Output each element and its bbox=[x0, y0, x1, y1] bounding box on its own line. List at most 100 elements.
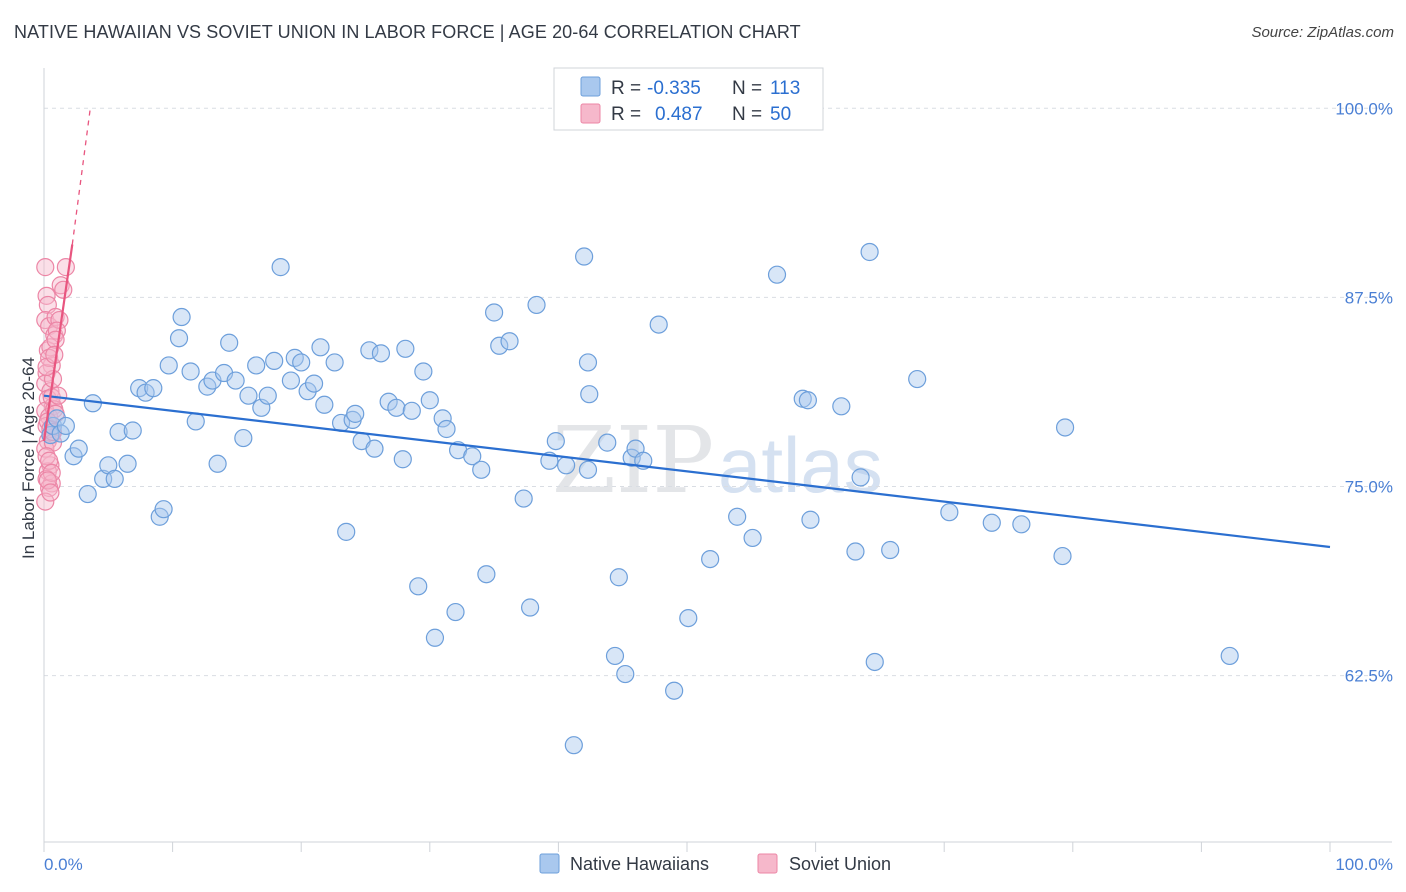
data-point bbox=[234, 428, 253, 448]
data-point bbox=[409, 577, 428, 596]
data-point bbox=[425, 628, 445, 647]
stats-n-value-blue: 113 bbox=[770, 78, 800, 99]
y-tick-label: 75.0% bbox=[1345, 477, 1393, 496]
data-point bbox=[485, 303, 504, 322]
data-point bbox=[208, 454, 227, 473]
data-point bbox=[46, 330, 65, 349]
data-point bbox=[45, 345, 64, 364]
data-point bbox=[1053, 546, 1072, 566]
data-point bbox=[728, 507, 747, 526]
data-point bbox=[622, 448, 641, 467]
y-tick-labels: 62.5% 75.0% 87.5% 100.0% bbox=[1335, 99, 1393, 685]
x-tick-label: 0.0% bbox=[44, 855, 83, 874]
data-point bbox=[304, 374, 324, 393]
data-point bbox=[396, 339, 415, 358]
data-point bbox=[144, 379, 163, 398]
data-point bbox=[346, 404, 365, 423]
data-point bbox=[580, 385, 599, 404]
stats-n-label: N = bbox=[732, 78, 762, 99]
data-point bbox=[767, 265, 787, 284]
data-point bbox=[463, 447, 482, 466]
x-tick-label: 100.0% bbox=[1335, 855, 1393, 874]
data-point bbox=[365, 439, 384, 458]
data-point bbox=[83, 394, 102, 413]
stats-n-value-pink: 50 bbox=[770, 104, 791, 125]
data-point bbox=[521, 598, 540, 617]
data-point bbox=[118, 454, 137, 473]
data-point bbox=[78, 484, 97, 504]
data-point bbox=[743, 528, 762, 548]
data-point bbox=[360, 341, 379, 360]
data-point bbox=[616, 664, 635, 684]
data-point bbox=[801, 510, 820, 529]
data-point bbox=[220, 333, 239, 352]
source-credit: Source: ZipAtlas.com bbox=[1251, 24, 1394, 41]
y-axis-label: In Labor Force | Age 20-64 bbox=[19, 357, 38, 559]
data-point bbox=[546, 431, 565, 451]
data-point bbox=[578, 460, 598, 479]
data-point bbox=[490, 336, 509, 355]
data-point bbox=[1012, 515, 1031, 534]
data-point bbox=[239, 386, 258, 405]
data-point bbox=[371, 344, 391, 363]
data-point bbox=[605, 646, 625, 666]
series-soviet-union-points bbox=[36, 258, 75, 511]
trend-line-soviet-union-extension bbox=[71, 108, 91, 245]
trend-line-soviet-union bbox=[42, 244, 74, 442]
data-point bbox=[832, 397, 851, 416]
y-tick-label: 62.5% bbox=[1345, 667, 1393, 686]
trend-lines bbox=[42, 108, 1331, 549]
data-point bbox=[798, 391, 817, 410]
x-tick-labels: 0.0% 100.0% bbox=[44, 855, 1393, 874]
data-point bbox=[105, 469, 124, 489]
stats-n-label: N = bbox=[732, 104, 762, 125]
stats-swatch-pink bbox=[580, 103, 601, 124]
data-point bbox=[56, 416, 75, 436]
data-point bbox=[1220, 646, 1239, 666]
data-point bbox=[298, 382, 317, 401]
data-point bbox=[271, 258, 290, 277]
data-point bbox=[940, 503, 959, 522]
data-point bbox=[433, 409, 452, 428]
data-point bbox=[186, 412, 205, 431]
chart-title: NATIVE HAWAIIAN VS SOVIET UNION IN LABOR… bbox=[14, 22, 801, 42]
data-point bbox=[557, 456, 576, 475]
data-point bbox=[564, 736, 583, 755]
series-native-hawaiians-points bbox=[41, 242, 1239, 755]
stats-legend: R = -0.335 N = 113 R = 0.487 N = 50 bbox=[553, 67, 824, 131]
data-point bbox=[402, 401, 421, 420]
data-point bbox=[575, 247, 594, 266]
data-point bbox=[1055, 418, 1075, 437]
data-point bbox=[446, 602, 465, 622]
data-point bbox=[258, 386, 277, 405]
watermark-zip: ZIP bbox=[552, 407, 714, 514]
data-point bbox=[679, 608, 698, 628]
stats-r-value-blue: -0.335 bbox=[647, 78, 701, 99]
data-point bbox=[420, 391, 439, 410]
data-point bbox=[123, 421, 142, 440]
data-point bbox=[281, 371, 301, 390]
data-point bbox=[665, 681, 684, 700]
data-point bbox=[315, 395, 334, 414]
data-point bbox=[154, 500, 173, 519]
y-tick-label: 100.0% bbox=[1335, 99, 1393, 118]
data-point bbox=[609, 568, 628, 587]
data-point bbox=[69, 439, 88, 458]
data-point bbox=[846, 542, 865, 561]
data-point bbox=[881, 540, 900, 560]
data-point bbox=[414, 362, 433, 381]
data-point bbox=[514, 489, 533, 508]
watermark: ZIP atlas bbox=[552, 407, 883, 514]
data-point bbox=[851, 468, 870, 487]
axes bbox=[43, 68, 1392, 852]
data-point bbox=[500, 332, 519, 351]
stats-r-label: R = bbox=[611, 78, 641, 99]
watermark-atlas: atlas bbox=[718, 421, 883, 509]
stats-r-value-pink: 0.487 bbox=[655, 104, 703, 125]
legend-swatch-native-hawaiians bbox=[539, 853, 560, 874]
data-point bbox=[393, 450, 412, 469]
data-point bbox=[292, 353, 311, 372]
stats-swatch-blue bbox=[580, 76, 601, 97]
trend-line-native-hawaiians bbox=[43, 394, 1331, 549]
data-point bbox=[527, 295, 546, 315]
